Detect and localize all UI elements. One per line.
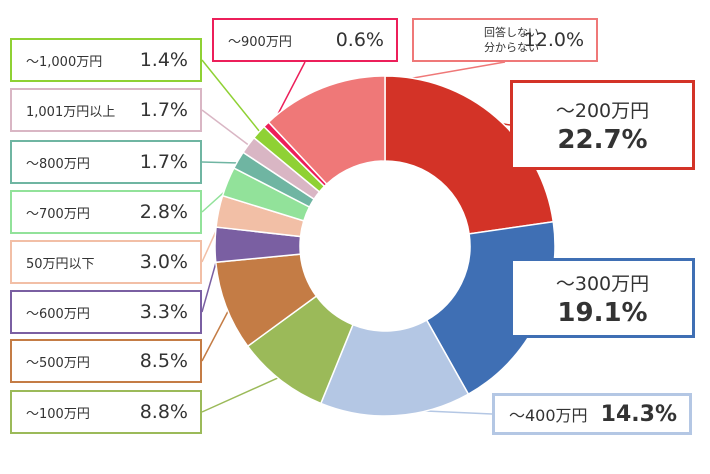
label-box-9: 1,001万円以上 1.7%	[10, 88, 202, 132]
label-box-8: ～800万円 1.7%	[10, 140, 202, 184]
slice-value-1: 19.1%	[557, 297, 648, 328]
slice-label-0: ～200万円	[555, 99, 650, 122]
slice-value-0: 22.7%	[557, 124, 648, 155]
slice-value-8: 1.7%	[139, 151, 188, 173]
leader-line-4	[201, 303, 233, 362]
slice-label-3: ～100万円	[26, 406, 90, 422]
label-box-2: ～400万円 14.3%	[492, 393, 692, 435]
slice-value-12: 12.0%	[523, 29, 584, 51]
leader-line-9	[201, 109, 254, 150]
slice-label-5: ～600万円	[26, 306, 90, 322]
label-box-6: 50万円以下 3.0%	[10, 240, 202, 284]
label-box-12: 回答しない 分からない 12.0%	[412, 18, 598, 62]
slice-value-9: 1.7%	[139, 99, 188, 121]
label-box-7: ～700万円 2.8%	[10, 190, 202, 234]
label-box-0: ～200万円 22.7%	[510, 80, 695, 170]
slice-value-3: 8.8%	[139, 401, 188, 423]
label-box-5: ～600万円 3.3%	[10, 290, 202, 334]
slice-label-2: ～400万円	[509, 406, 588, 425]
label-box-3: ～100万円 8.8%	[10, 390, 202, 434]
label-box-11: ～900万円 0.6%	[212, 18, 398, 62]
slice-label-6: 50万円以下	[26, 256, 95, 272]
slice-label-7: ～700万円	[26, 206, 90, 222]
slice-label-11: ～900万円	[228, 34, 292, 50]
slice-value-2: 14.3%	[600, 401, 677, 427]
slice-0	[384, 75, 555, 235]
slice-value-11: 0.6%	[335, 29, 384, 51]
slice-value-7: 2.8%	[139, 201, 188, 223]
slice-value-6: 3.0%	[139, 251, 188, 273]
leader-line-3	[201, 374, 285, 413]
label-box-10: ～1,000万円 1.4%	[10, 38, 202, 82]
label-box-4: ～500万円 8.5%	[10, 339, 202, 383]
slice-label-10: ～1,000万円	[26, 54, 103, 70]
slice-12	[267, 75, 386, 186]
slice-label-9: 1,001万円以上	[26, 104, 116, 120]
slice-value-5: 3.3%	[139, 301, 188, 323]
label-box-1: ～300万円 19.1%	[510, 258, 695, 338]
slice-label-1: ～300万円	[555, 272, 650, 295]
slice-label-12: 回答しない 分からない	[484, 26, 539, 54]
slice-value-4: 8.5%	[139, 350, 188, 372]
slice-value-10: 1.4%	[139, 49, 188, 71]
slice-label-4: ～500万円	[26, 355, 90, 371]
slice-2	[319, 319, 470, 417]
leader-line-10	[201, 59, 264, 137]
slice-label-8: ～800万円	[26, 156, 90, 172]
